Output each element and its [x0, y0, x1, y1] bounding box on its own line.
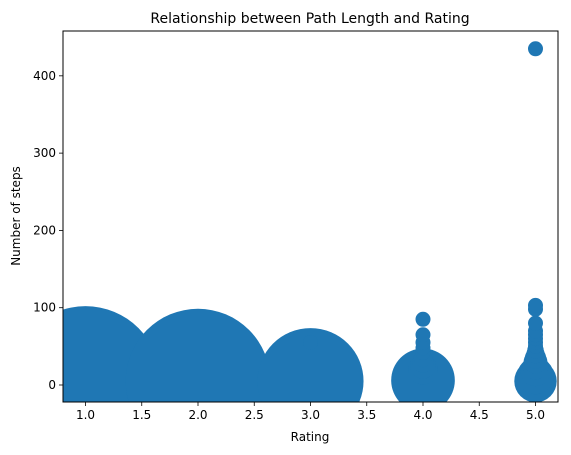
y-tick-label: 100 [33, 301, 56, 315]
data-point [415, 327, 431, 343]
y-axis-label: Number of steps [9, 166, 23, 266]
data-point [528, 41, 543, 57]
data-point [303, 334, 318, 350]
x-tick-label: 1.5 [132, 408, 151, 422]
x-tick-label: 4.0 [413, 408, 432, 422]
x-axis-ticks: 1.0 1.5 2.0 2.5 3.0 3.5 4.0 4.5 5.0 [76, 402, 545, 422]
data-points [63, 41, 557, 402]
chart-title: Relationship between Path Length and Rat… [150, 11, 469, 27]
x-tick-label: 5.0 [526, 408, 545, 422]
y-tick-label: 400 [33, 69, 56, 83]
y-tick-label: 300 [33, 146, 56, 160]
x-tick-label: 3.5 [357, 408, 376, 422]
data-point [528, 297, 543, 313]
x-tick-label: 1.0 [76, 408, 95, 422]
x-axis-label: Rating [291, 430, 330, 444]
x-tick-label: 2.0 [188, 408, 207, 422]
x-tick-label: 2.5 [245, 408, 264, 422]
x-tick-label: 4.5 [470, 408, 489, 422]
x-tick-label: 3.0 [301, 408, 320, 422]
data-point [528, 315, 543, 331]
y-axis-ticks: 0 100 200 300 400 [33, 69, 63, 392]
data-point [415, 311, 431, 327]
y-tick-label: 0 [48, 378, 56, 392]
data-point [257, 328, 364, 402]
data-point [125, 308, 271, 402]
y-tick-label: 200 [33, 223, 56, 237]
